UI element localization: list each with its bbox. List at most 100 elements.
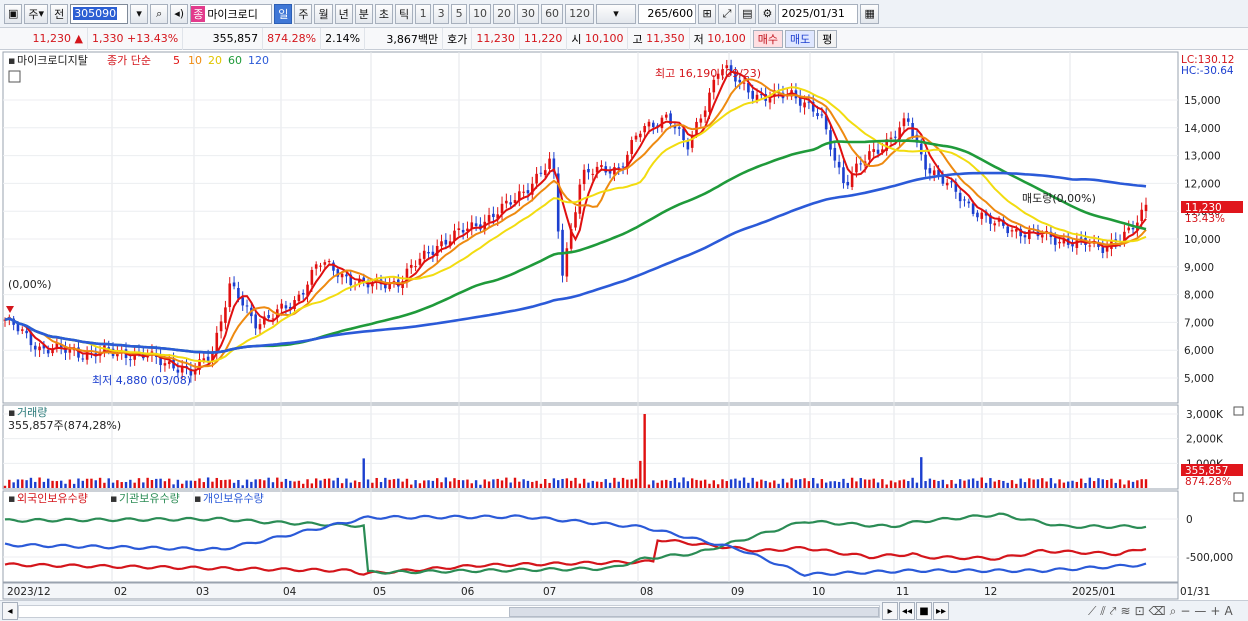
- candle-body: [543, 170, 547, 176]
- interval-120-button[interactable]: 120: [565, 3, 595, 24]
- candle-body: [513, 200, 517, 203]
- candle-body: [1006, 226, 1009, 234]
- scroll-left-icon[interactable]: ◂: [2, 602, 18, 620]
- search-icon[interactable]: ⌕: [150, 3, 169, 24]
- candle-body: [872, 149, 876, 152]
- axis-labels: 2023/12 02 03 04 05 06 07 08 09 10 11 12 2025/01 01/3…: [7, 95, 1233, 598]
- volume-bar: [518, 481, 521, 488]
- gear-icon[interactable]: ⚙: [758, 3, 777, 24]
- candle-body: [868, 151, 871, 160]
- period-day-button[interactable]: 일: [274, 3, 293, 24]
- speaker-icon[interactable]: ◂): [170, 3, 189, 24]
- candle-body: [1088, 245, 1092, 247]
- sell-button[interactable]: 매도: [784, 29, 816, 48]
- interval-5-button[interactable]: 5: [451, 3, 468, 24]
- volume-close-icon[interactable]: [1233, 406, 1244, 416]
- volume-bar: [185, 480, 188, 488]
- candle-body: [569, 229, 573, 249]
- code-dropdown-icon[interactable]: ▾: [130, 3, 149, 24]
- interval-60-button[interactable]: 60: [541, 3, 564, 24]
- stock-code-input[interactable]: 305090: [70, 3, 129, 24]
- trend-line-icon[interactable]: ⟋: [1088, 604, 1097, 618]
- high-price: 고 11,350: [628, 27, 690, 50]
- view-mode-button[interactable]: 전: [50, 3, 69, 24]
- data-count-input[interactable]: 265/600: [638, 3, 697, 24]
- candle-body: [556, 173, 560, 232]
- volume-bar: [846, 482, 849, 488]
- candle-body: [1127, 227, 1131, 231]
- period-week-button[interactable]: 주: [294, 3, 313, 24]
- chart-area[interactable]: 2023/12 02 03 04 05 06 07 08 09 10 11 12 2025/01 01/3…: [0, 50, 1248, 621]
- candle-body: [608, 170, 612, 174]
- interval-custom-select[interactable]: ▾: [596, 3, 637, 24]
- fibonacci-icon[interactable]: ≋: [1120, 604, 1131, 618]
- interval-20-button[interactable]: 20: [493, 3, 516, 24]
- candle-body: [924, 154, 927, 170]
- volume-bar: [967, 479, 970, 488]
- line-icon[interactable]: —: [1194, 604, 1207, 618]
- candle-body: [552, 158, 556, 173]
- candle-body: [971, 203, 975, 214]
- indicator-icon[interactable]: ⊞: [698, 3, 717, 24]
- stock-name: 마이크로디: [207, 7, 258, 21]
- volume-bar: [297, 480, 301, 488]
- evaluate-button[interactable]: 평: [817, 29, 838, 48]
- last-pct-label: 13.43%: [1185, 213, 1225, 225]
- forward-icon[interactable]: ▸▸: [933, 602, 949, 620]
- volume-bar: [859, 478, 862, 488]
- candle-body: [388, 282, 391, 290]
- volume-bar: [582, 478, 586, 488]
- period-month-button[interactable]: 월: [314, 3, 333, 24]
- period-second-button[interactable]: 초: [374, 3, 393, 24]
- period-tick-button[interactable]: 틱: [394, 3, 414, 24]
- period-minute-button[interactable]: 분: [354, 3, 373, 24]
- plus-icon[interactable]: +: [1210, 604, 1221, 618]
- volume-bar: [682, 477, 685, 488]
- stock-name-field[interactable]: 종 마이크로디: [190, 3, 273, 24]
- holder-panel-icon[interactable]: ▪: [8, 492, 15, 505]
- calendar-icon[interactable]: ▦: [860, 3, 879, 24]
- price-panel-icon[interactable]: ▪: [8, 54, 15, 67]
- volume-bar: [656, 482, 659, 488]
- stop-icon[interactable]: ■: [916, 602, 932, 620]
- hc-label: HC:-30.64: [1181, 65, 1234, 77]
- save-icon[interactable]: ▤: [738, 3, 757, 24]
- interval-30-button[interactable]: 30: [517, 3, 540, 24]
- magnifier-icon[interactable]: ⌕: [1169, 604, 1177, 618]
- interval-1-button[interactable]: 1: [415, 3, 432, 24]
- open-label: 시: [571, 32, 582, 46]
- interval-3-button[interactable]: 3: [433, 3, 450, 24]
- volume-panel-icon[interactable]: ▪: [8, 406, 15, 419]
- period-type-select[interactable]: 주 ▾: [24, 3, 49, 24]
- ray-line-icon[interactable]: ⤤: [1109, 604, 1117, 618]
- table-icon[interactable]: [8, 70, 21, 83]
- volume-bar: [569, 480, 573, 488]
- volume-bar: [224, 479, 227, 488]
- parallel-line-icon[interactable]: ⫽: [1100, 604, 1106, 618]
- candle-body: [163, 363, 167, 366]
- zoom-fit-icon[interactable]: ⊡: [1134, 604, 1145, 618]
- volume-bar: [159, 478, 162, 488]
- buy-button[interactable]: 매수: [752, 29, 783, 48]
- scroll-thumb[interactable]: [509, 607, 879, 617]
- draw-tool-icon[interactable]: ⤢: [718, 3, 737, 24]
- candle-body: [703, 110, 707, 117]
- eraser-icon[interactable]: ⌫: [1148, 604, 1166, 618]
- date-input[interactable]: 2025/01/31: [778, 3, 859, 24]
- text-tool-icon[interactable]: A: [1224, 604, 1233, 618]
- volume-bar: [509, 482, 512, 488]
- layout-icon[interactable]: ▣: [4, 3, 23, 24]
- period-year-button[interactable]: 년: [334, 3, 353, 24]
- volume-bar: [557, 480, 560, 488]
- volume-bar: [440, 482, 443, 488]
- volume-bar: [237, 479, 240, 488]
- scroll-right-icon[interactable]: ▸: [882, 602, 898, 620]
- chart-canvas[interactable]: 2023/12 02 03 04 05 06 07 08 09 10 11 12 2025/01 01/3…: [0, 50, 1248, 600]
- holder-close-icon[interactable]: [1233, 492, 1244, 502]
- time-scrollbar[interactable]: [18, 605, 880, 618]
- candle-body: [327, 261, 331, 263]
- minus-icon[interactable]: −: [1180, 604, 1191, 618]
- interval-10-button[interactable]: 10: [469, 3, 492, 24]
- candle-body: [518, 191, 521, 201]
- rewind-icon[interactable]: ◂◂: [899, 602, 915, 620]
